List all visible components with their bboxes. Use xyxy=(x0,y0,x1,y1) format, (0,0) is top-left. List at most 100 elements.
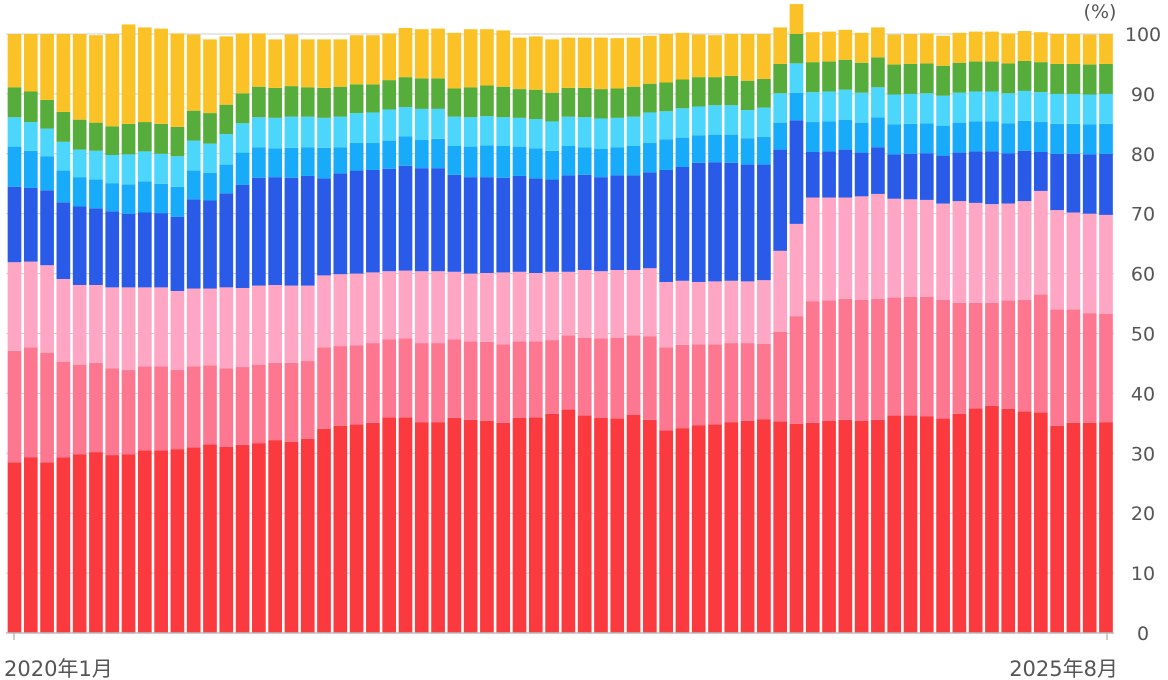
bar-segment-s5 xyxy=(545,150,559,180)
bar-segment-s4 xyxy=(675,166,690,281)
bar-segment-s5 xyxy=(757,137,771,165)
bar-segment-s7 xyxy=(1017,60,1032,91)
bar-segment-s1 xyxy=(708,424,722,633)
bar-segment-s5 xyxy=(887,124,902,155)
bar-segment-s8 xyxy=(284,34,299,87)
bar-segment-s6 xyxy=(1099,93,1113,124)
bar-segment-s5 xyxy=(512,146,527,176)
bar-segment-s4 xyxy=(1099,153,1113,215)
bar-segment-s6 xyxy=(675,108,690,138)
bar-segment-s1 xyxy=(724,422,739,633)
bar-segment-s2 xyxy=(985,302,999,406)
bar-segment-s1 xyxy=(333,425,348,633)
bar-segment-s3 xyxy=(40,265,54,353)
bar-segment-s2 xyxy=(757,343,771,420)
bar-segment-s5 xyxy=(268,148,282,178)
bar-segment-s6 xyxy=(691,106,706,136)
bar-segment-s6 xyxy=(577,117,592,148)
bar-segment-s6 xyxy=(7,117,22,147)
bar-segment-s5 xyxy=(919,123,934,154)
bar-segment-s2 xyxy=(1082,313,1097,423)
bar-segment-s7 xyxy=(724,75,739,106)
bar-segment-s4 xyxy=(626,175,641,270)
bar-segment-s4 xyxy=(170,216,185,291)
bar-segment-s7 xyxy=(740,80,755,111)
bar-segment-s5 xyxy=(89,179,103,209)
bar-segment-s5 xyxy=(1066,123,1081,154)
bar-segment-s5 xyxy=(952,122,967,153)
bar-segment-s2 xyxy=(659,347,673,431)
bar-segment-s2 xyxy=(252,364,266,444)
bar-segment-s8 xyxy=(691,34,706,78)
bar-segment-s1 xyxy=(463,419,478,633)
bar-segment-s2 xyxy=(284,362,299,442)
bar-segment-s3 xyxy=(952,201,967,303)
bar-segment-s2 xyxy=(740,343,755,421)
bar-segment-s7 xyxy=(773,63,788,94)
bar-segment-s2 xyxy=(512,341,527,418)
bar-segment-s6 xyxy=(740,110,755,139)
bar-segment-s4 xyxy=(284,177,299,286)
bar-segment-s4 xyxy=(252,177,266,286)
bar-segment-s2 xyxy=(137,366,152,451)
bar-segment-s5 xyxy=(1050,123,1064,154)
bar-segment-s4 xyxy=(871,147,885,194)
bar-segment-s5 xyxy=(724,134,739,163)
bar-segment-s4 xyxy=(56,202,71,279)
bar-segment-s3 xyxy=(545,271,559,341)
bar-segment-s6 xyxy=(317,117,331,148)
bar-segment-s6 xyxy=(708,105,722,135)
bar-segment-s5 xyxy=(447,146,462,175)
bar-segment-s6 xyxy=(137,151,152,182)
bar-segment-s7 xyxy=(154,123,168,154)
bar-segment-s3 xyxy=(1082,213,1097,314)
bar-segment-s7 xyxy=(545,92,559,122)
bar-segment-s6 xyxy=(805,92,820,123)
bar-segment-s5 xyxy=(1082,124,1097,155)
bar-segment-s4 xyxy=(235,184,250,288)
bar-segment-s1 xyxy=(121,454,136,633)
bar-segment-s1 xyxy=(447,417,462,633)
bar-segment-s2 xyxy=(528,341,543,418)
bar-segment-s7 xyxy=(675,79,690,109)
bar-segment-s4 xyxy=(366,169,380,273)
bar-segment-s2 xyxy=(871,298,885,420)
bar-segment-s2 xyxy=(887,297,902,416)
bar-segment-s1 xyxy=(186,447,201,633)
bar-segment-s4 xyxy=(919,153,934,200)
bar-segment-s7 xyxy=(577,87,592,118)
bar-segment-s8 xyxy=(137,27,152,123)
bar-segment-s1 xyxy=(936,418,950,633)
bar-segment-s7 xyxy=(903,63,918,94)
y-tick-label: 10 xyxy=(1131,563,1155,585)
bar-segment-s4 xyxy=(137,212,152,288)
bar-segment-s6 xyxy=(349,113,364,144)
bar-segment-s2 xyxy=(300,361,315,439)
bar-segment-s8 xyxy=(414,29,429,79)
bar-segment-s2 xyxy=(317,347,331,429)
bar-segment-s5 xyxy=(431,138,445,169)
bar-segment-s7 xyxy=(235,93,250,124)
bar-segment-s6 xyxy=(89,150,103,180)
bar-segment-s8 xyxy=(789,4,804,35)
bar-segment-s8 xyxy=(903,34,918,64)
bar-segment-s1 xyxy=(235,444,250,633)
bar-segment-s2 xyxy=(724,343,739,423)
bar-segment-s1 xyxy=(23,457,38,633)
bar-segment-s8 xyxy=(252,33,266,87)
bar-segment-s1 xyxy=(7,462,22,633)
bar-segment-s2 xyxy=(414,343,429,423)
y-tick-label: 0 xyxy=(1137,623,1149,645)
bar-segment-s2 xyxy=(398,338,413,418)
bar-segment-s4 xyxy=(789,120,804,224)
bar-segment-s1 xyxy=(773,421,788,633)
bar-segment-s5 xyxy=(643,143,657,173)
bar-segment-s1 xyxy=(675,428,690,633)
bar-segment-s6 xyxy=(72,149,87,178)
bar-segment-s6 xyxy=(757,107,771,138)
bar-segment-s8 xyxy=(757,34,771,79)
bar-segment-s8 xyxy=(952,32,967,63)
bar-segment-s2 xyxy=(333,346,348,426)
bar-segment-s7 xyxy=(512,89,527,118)
